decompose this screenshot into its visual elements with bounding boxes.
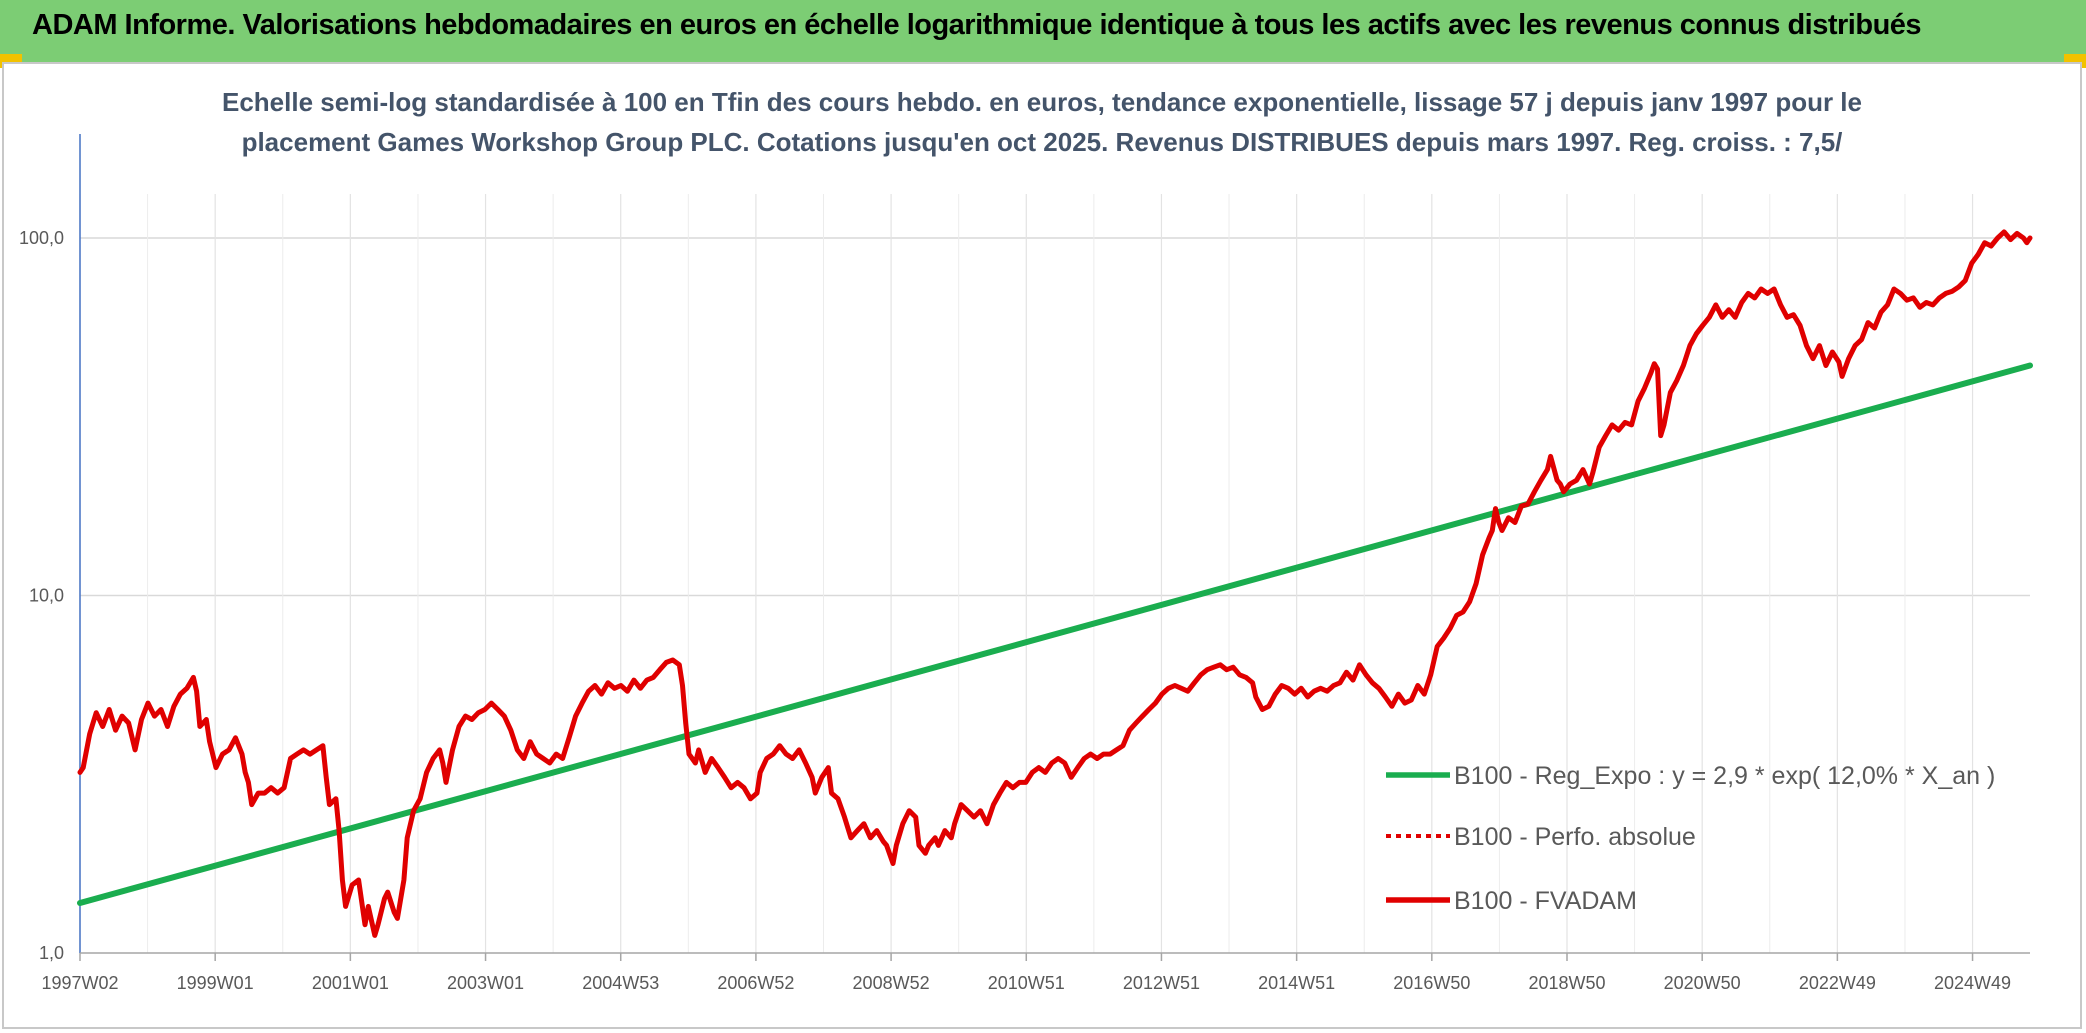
x-tick-label: 2020W50 (1664, 973, 1741, 993)
regression-line (77, 362, 2033, 906)
page-title: ADAM Informe. Valorisations hebdomadaire… (32, 9, 1922, 41)
gridlines (79, 194, 2030, 953)
x-axis-ticks: 1997W02 1999W01 2001W01 2003W01 2004W53 2006W… (41, 953, 2011, 993)
x-tick-label: 2014W51 (1258, 973, 1335, 993)
header-banner: ADAM Informe. Valorisations hebdomadaire… (0, 0, 2086, 62)
chart-subtitle-line-1: Echelle semi-log standardisée à 100 en T… (222, 87, 1862, 117)
x-tick-label: 2004W53 (582, 973, 659, 993)
x-tick-label: 2012W51 (1123, 973, 1200, 993)
legend: B100 - Reg_Expo : y = 2,9 * exp( 12,0% *… (1386, 762, 1995, 915)
x-tick-label: 1999W01 (177, 973, 254, 993)
x-tick-label: 2001W01 (312, 973, 389, 993)
y-tick-label: 100,0 (19, 228, 64, 248)
axes (79, 134, 2030, 954)
legend-label: B100 - Perfo. absolue (1454, 823, 1696, 851)
chart: Echelle semi-log standardisée à 100 en T… (19, 87, 2033, 993)
x-tick-label: 2008W52 (853, 973, 930, 993)
legend-label: B100 - FVADAM (1454, 887, 1637, 915)
chart-frame: Echelle semi-log standardisée à 100 en T… (2, 62, 2082, 1029)
y-axis-ticks: 1,0 10,0 100,0 (19, 228, 64, 963)
y-tick-label: 1,0 (39, 943, 64, 963)
chart-subtitle-line-2: placement Games Workshop Group PLC. Cota… (242, 127, 1843, 157)
x-tick-label: 2003W01 (447, 973, 524, 993)
x-tick-label: 2022W49 (1799, 973, 1876, 993)
x-tick-label: 1997W02 (41, 973, 118, 993)
legend-label: B100 - Reg_Expo : y = 2,9 * exp( 12,0% *… (1454, 762, 1995, 790)
fvadam-line (77, 229, 2033, 938)
x-tick-label: 2006W52 (717, 973, 794, 993)
x-tick-label: 2010W51 (988, 973, 1065, 993)
x-tick-label: 2018W50 (1528, 973, 1605, 993)
y-tick-label: 10,0 (29, 586, 64, 606)
series-group (77, 229, 2033, 938)
x-tick-label: 2016W50 (1393, 973, 1470, 993)
x-tick-label: 2024W49 (1934, 973, 2011, 993)
